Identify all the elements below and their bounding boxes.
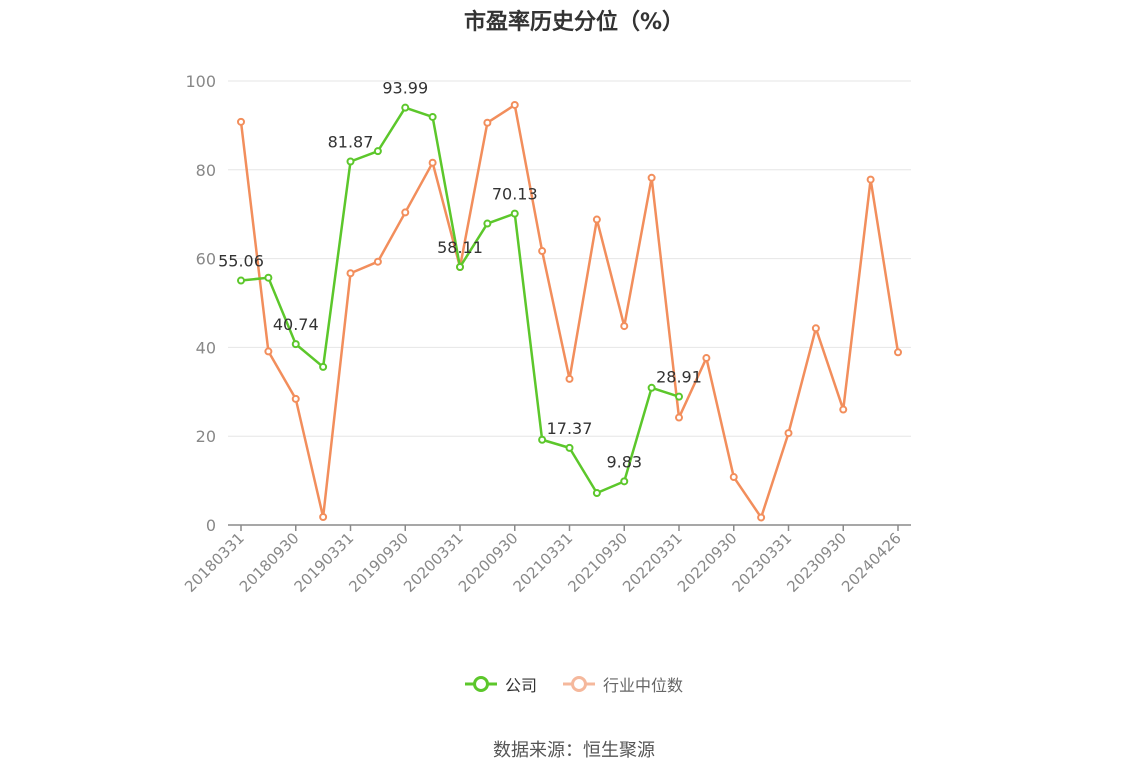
- data-point: [538, 435, 547, 444]
- data-point: [291, 394, 300, 403]
- data-point: [237, 117, 245, 126]
- data-point: [237, 276, 245, 285]
- data-point: [510, 100, 519, 109]
- legend-company-label: 公司: [504, 676, 537, 695]
- data-label: 40.74: [273, 315, 319, 334]
- data-point: [373, 147, 382, 156]
- data-point: [319, 513, 328, 522]
- legend-industry-marker: [563, 676, 595, 692]
- data-point: [428, 158, 437, 167]
- legend-item-company[interactable]: 公司: [464, 672, 537, 696]
- data-point: [620, 477, 629, 486]
- data-point: [757, 513, 766, 522]
- data-point: [647, 173, 656, 182]
- data-point: [428, 112, 437, 121]
- data-point: [483, 118, 492, 127]
- data-point: [729, 473, 738, 482]
- data-point: [373, 257, 382, 266]
- data-point: [346, 157, 355, 166]
- data-point: [647, 383, 656, 392]
- y-tick-label: 100: [185, 72, 216, 91]
- data-point: [675, 413, 683, 422]
- data-point: [401, 208, 410, 217]
- chart-legend: 公司 行业中位数: [0, 672, 1148, 696]
- y-tick-label: 0: [206, 516, 216, 535]
- data-label: 28.91: [656, 368, 702, 387]
- chart-title: 市盈率历史分位（%）: [463, 10, 685, 35]
- data-point: [483, 219, 492, 228]
- data-point: [319, 362, 328, 371]
- data-point: [346, 269, 355, 278]
- data-point: [565, 374, 574, 383]
- data-label: 81.87: [328, 132, 374, 151]
- data-label: 9.83: [606, 452, 642, 471]
- data-point: [456, 262, 464, 271]
- data-point: [675, 392, 683, 401]
- data-source: 数据来源：恒生聚源: [493, 740, 655, 761]
- series-line-1: [239, 103, 900, 519]
- legend-item-industry-median[interactable]: 行业中位数: [563, 672, 683, 696]
- data-point: [592, 215, 601, 224]
- data-label: 17.37: [547, 419, 593, 438]
- x-tick-label: 20240426: [838, 529, 905, 596]
- data-point: [620, 322, 629, 331]
- data-point: [291, 340, 300, 349]
- data-point: [839, 405, 848, 414]
- data-label: 93.99: [382, 79, 428, 98]
- data-point: [264, 347, 273, 356]
- data-point: [264, 273, 273, 282]
- data-point: [401, 103, 410, 112]
- data-label: 58.11: [437, 238, 483, 257]
- data-point: [866, 175, 875, 184]
- y-tick-label: 40: [196, 338, 216, 357]
- y-tick-label: 60: [196, 250, 216, 269]
- data-point: [784, 429, 793, 438]
- y-tick-label: 20: [196, 427, 216, 446]
- data-label: 55.06: [218, 252, 264, 271]
- data-point: [811, 324, 820, 333]
- legend-industry-label: 行业中位数: [603, 676, 684, 695]
- data-point: [510, 209, 519, 218]
- y-tick-label: 80: [196, 161, 216, 180]
- data-point: [592, 489, 601, 498]
- data-point: [565, 443, 574, 452]
- data-point: [702, 354, 711, 363]
- legend-company-marker: [464, 676, 497, 692]
- data-label: 70.13: [492, 185, 538, 204]
- series-line-0: [240, 106, 680, 495]
- data-point: [894, 348, 902, 357]
- data-point: [538, 247, 547, 256]
